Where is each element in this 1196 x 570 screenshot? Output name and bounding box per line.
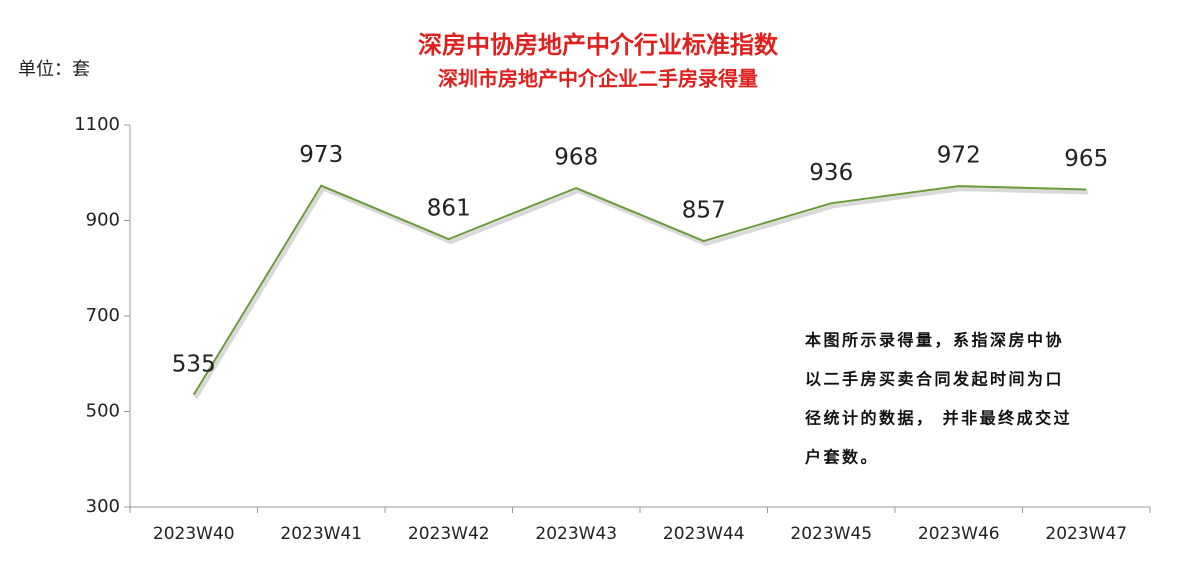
data-label: 972 (937, 143, 981, 169)
chart-subtitle: 深圳市房地产中介企业二手房录得量 (438, 67, 758, 91)
annotation: 以二手房买卖合同发起时间为口 (805, 370, 1064, 389)
data-label: 857 (682, 198, 726, 224)
data-label: 936 (809, 160, 853, 186)
y-tick-label: 900 (86, 210, 120, 231)
x-tick-label: 2023W41 (280, 524, 362, 544)
annotation: 户套数。 (805, 448, 879, 467)
chart-title: 深房中协房地产中介行业标准指数 (418, 31, 779, 59)
x-tick-label: 2023W47 (1045, 524, 1127, 544)
annotation: 径统计的数据， 并非最终成交过 (805, 409, 1072, 428)
data-label: 965 (1064, 146, 1108, 172)
x-tick-label: 2023W42 (408, 524, 490, 544)
annotation: 本图所示录得量，系指深房中协 (805, 331, 1064, 350)
line (192, 184, 1087, 396)
x-tick-label: 2023W40 (153, 524, 235, 544)
y-tick-label: 300 (86, 496, 120, 517)
data-label: 973 (299, 142, 343, 168)
y-tick-label: 500 (86, 401, 120, 422)
unit-label: 单位：套 (18, 59, 90, 80)
data-label: 968 (554, 145, 598, 171)
x-tick-label: 2023W43 (535, 524, 617, 544)
line-shadow (194, 186, 1089, 399)
x-tick-label: 2023W45 (790, 524, 872, 544)
y-tick-label: 1100 (74, 114, 120, 135)
data-label: 861 (427, 196, 471, 222)
data-label: 535 (172, 351, 216, 377)
x-tick-label: 2023W46 (918, 524, 1000, 544)
x-tick-label: 2023W44 (663, 524, 745, 544)
y-tick-label: 700 (86, 305, 120, 326)
